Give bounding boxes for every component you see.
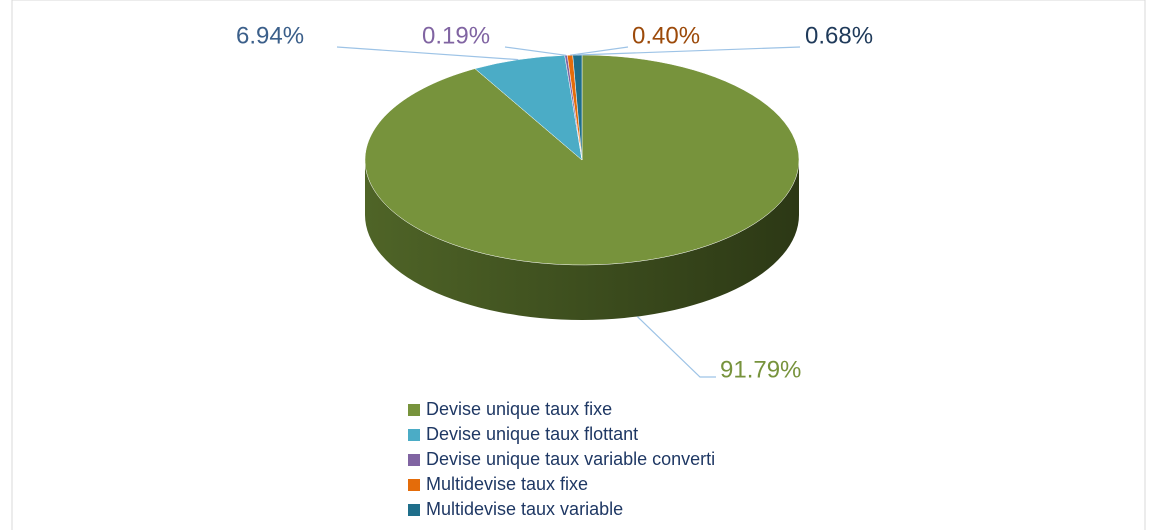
legend-label: Multidevise taux variable — [426, 499, 623, 519]
legend-swatch — [408, 454, 420, 466]
legend-label: Devise unique taux fixe — [426, 399, 612, 419]
chart-border — [11, 0, 1146, 530]
legend-swatch — [408, 504, 420, 516]
legend-swatch — [408, 429, 420, 441]
data-label: 0.68% — [805, 22, 873, 49]
data-label: 0.40% — [632, 22, 700, 49]
leader-line — [569, 46, 629, 56]
slice-side — [365, 160, 799, 320]
legend-swatch — [408, 404, 420, 416]
data-label: 0.19% — [422, 22, 490, 49]
leader-line — [336, 46, 519, 61]
legend-label: Multidevise taux fixe — [426, 474, 588, 494]
leader-line — [636, 316, 716, 378]
legend-label: Devise unique taux flottant — [426, 424, 638, 444]
legend-swatch — [408, 479, 420, 491]
data-label: 6.94% — [236, 22, 304, 49]
data-label: 91.79% — [720, 356, 801, 383]
leader-line — [504, 46, 567, 56]
legend-label: Devise unique taux variable converti — [426, 449, 715, 469]
leader-line — [577, 46, 801, 56]
